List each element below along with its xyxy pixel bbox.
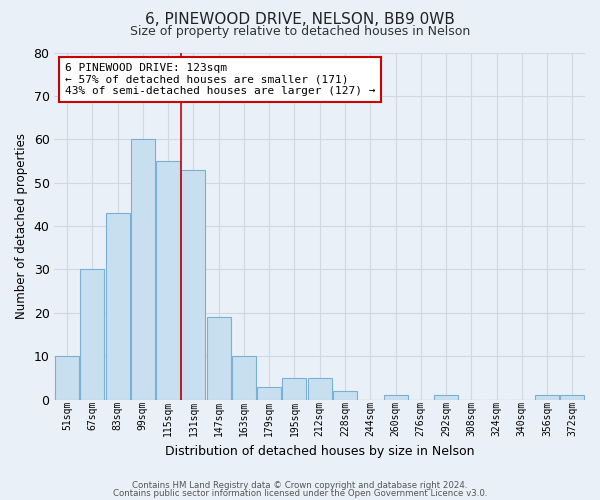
- Y-axis label: Number of detached properties: Number of detached properties: [15, 133, 28, 319]
- Bar: [55, 356, 79, 400]
- Text: Contains HM Land Registry data © Crown copyright and database right 2024.: Contains HM Land Registry data © Crown c…: [132, 480, 468, 490]
- Bar: [106, 213, 130, 400]
- Text: Size of property relative to detached houses in Nelson: Size of property relative to detached ho…: [130, 25, 470, 38]
- Bar: [181, 170, 205, 400]
- X-axis label: Distribution of detached houses by size in Nelson: Distribution of detached houses by size …: [165, 444, 475, 458]
- Text: 6, PINEWOOD DRIVE, NELSON, BB9 0WB: 6, PINEWOOD DRIVE, NELSON, BB9 0WB: [145, 12, 455, 28]
- Bar: [434, 395, 458, 400]
- Text: Contains public sector information licensed under the Open Government Licence v3: Contains public sector information licen…: [113, 489, 487, 498]
- Bar: [283, 378, 307, 400]
- Bar: [383, 395, 407, 400]
- Bar: [206, 317, 230, 400]
- Bar: [535, 395, 559, 400]
- Bar: [308, 378, 332, 400]
- Bar: [560, 395, 584, 400]
- Bar: [80, 270, 104, 400]
- Bar: [156, 161, 180, 400]
- Bar: [333, 391, 357, 400]
- Bar: [131, 140, 155, 400]
- Text: 6 PINEWOOD DRIVE: 123sqm
← 57% of detached houses are smaller (171)
43% of semi-: 6 PINEWOOD DRIVE: 123sqm ← 57% of detach…: [65, 63, 376, 96]
- Bar: [232, 356, 256, 400]
- Bar: [257, 386, 281, 400]
